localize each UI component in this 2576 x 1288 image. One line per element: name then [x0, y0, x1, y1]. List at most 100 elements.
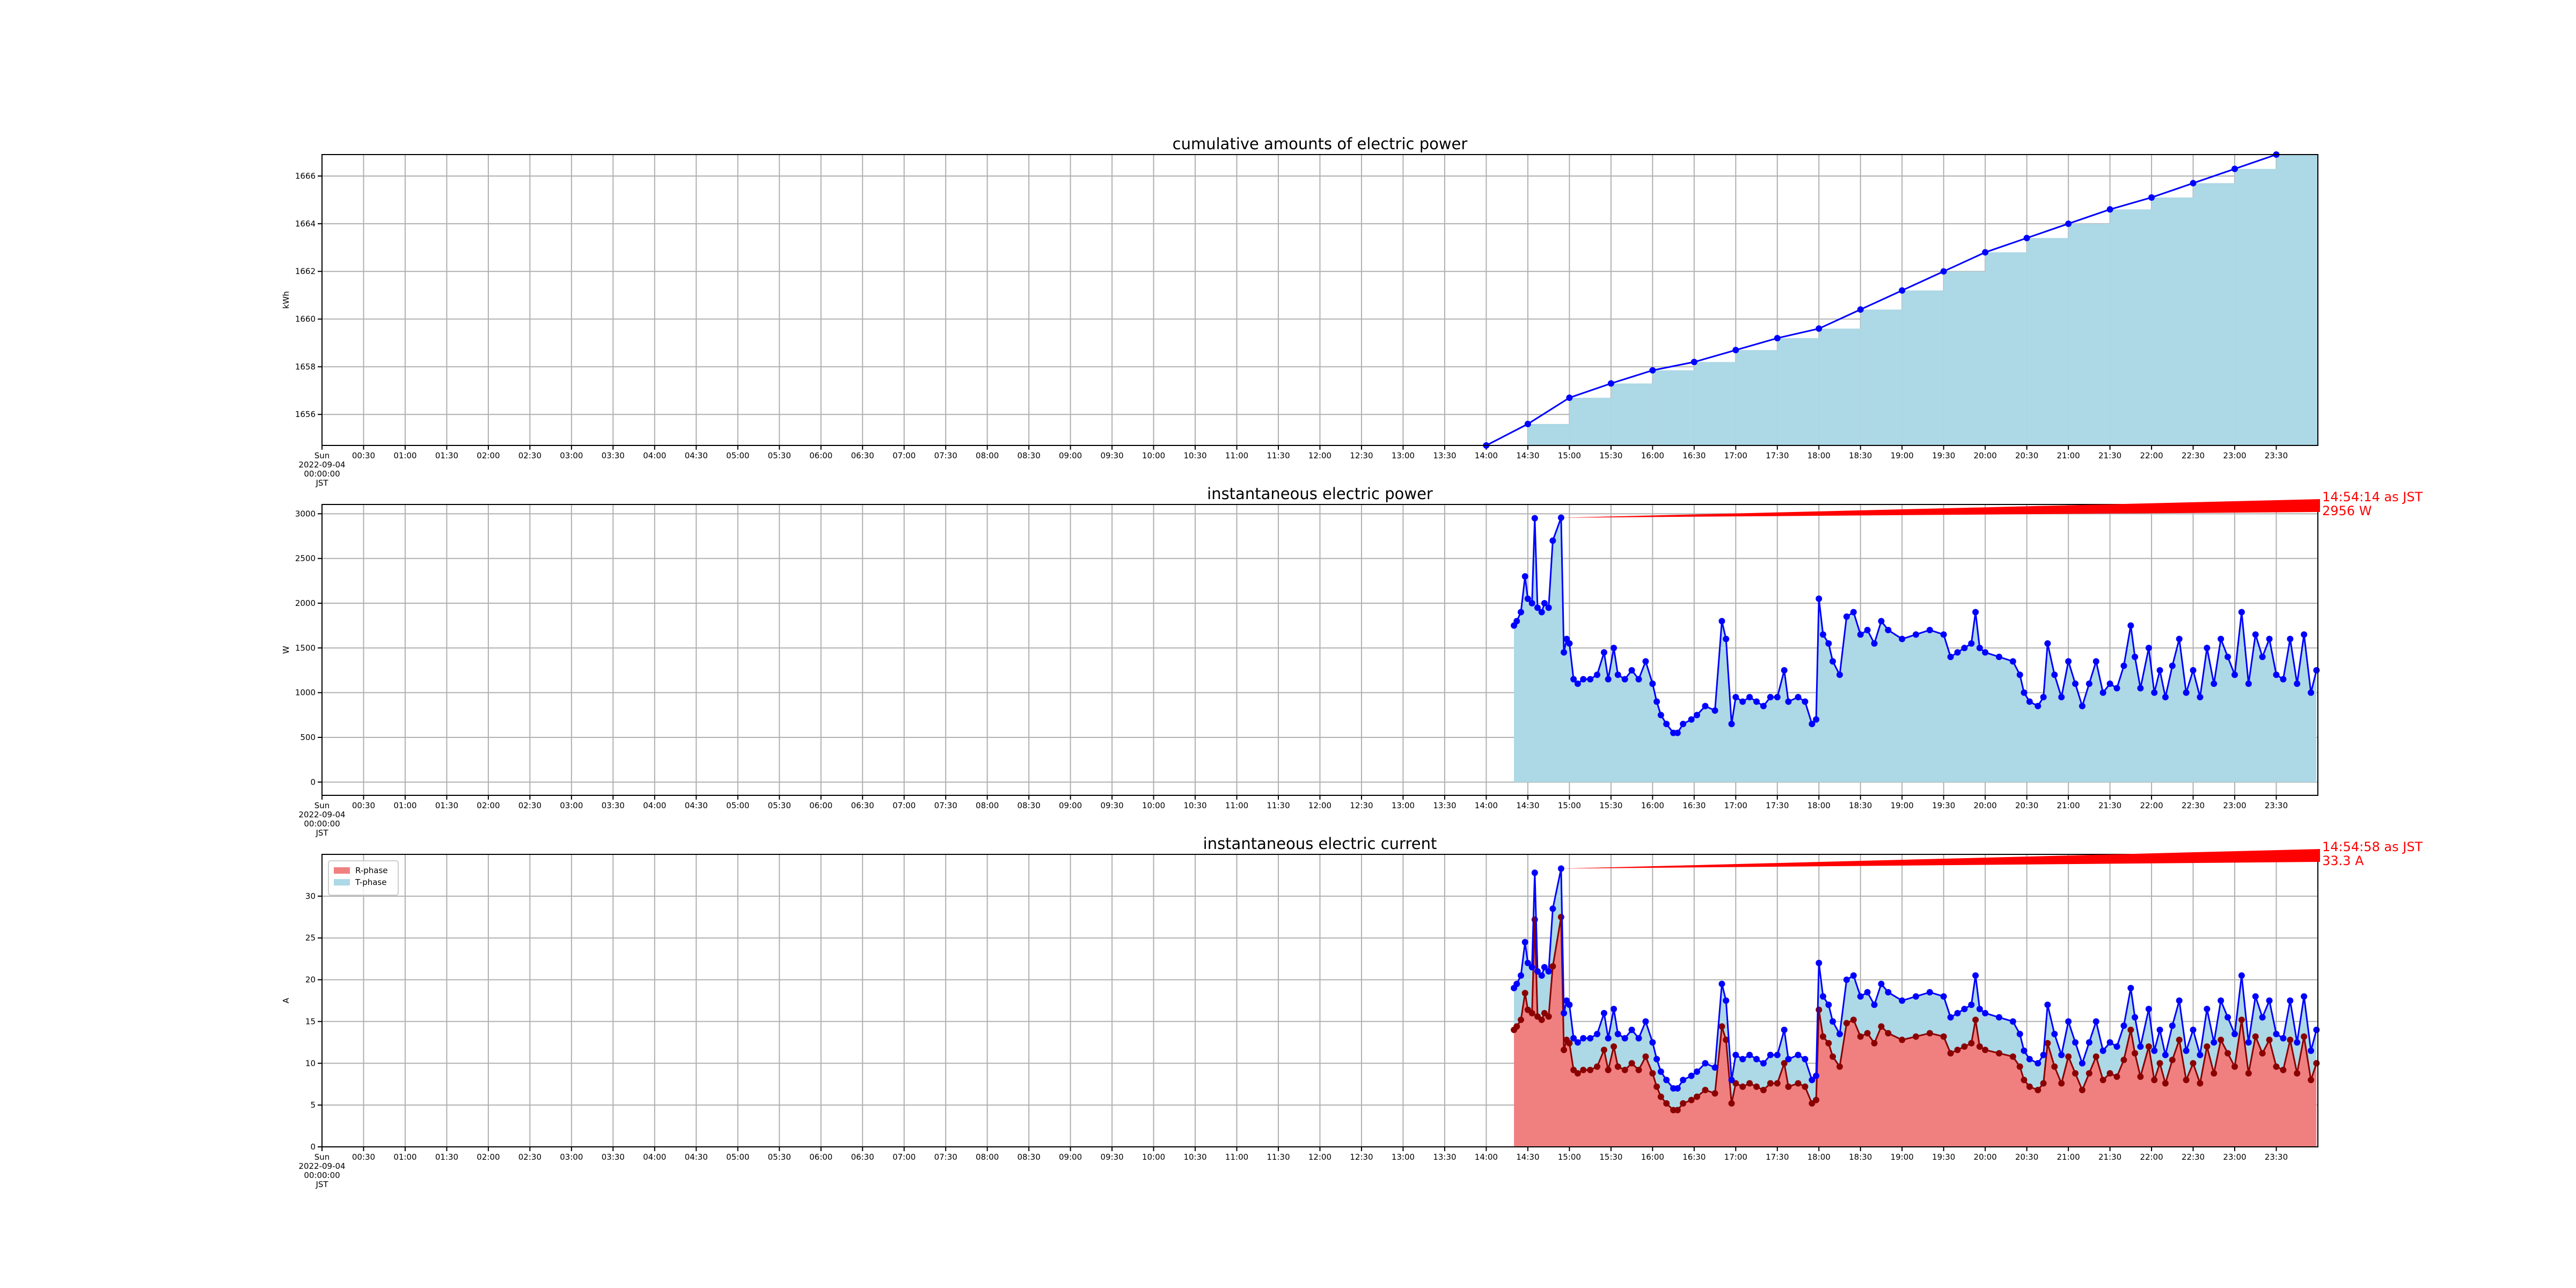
step-bar — [2276, 155, 2318, 445]
x-tick-label: 07:00 — [892, 1152, 916, 1162]
x-tick-label: 02:30 — [518, 1152, 541, 1162]
marker — [1982, 1009, 1989, 1016]
marker — [1528, 1009, 1535, 1016]
x-tick-label: 17:00 — [1724, 1152, 1747, 1162]
marker — [1913, 993, 1920, 1000]
axes-frame — [321, 854, 2318, 1147]
marker — [1753, 1083, 1760, 1090]
marker — [2065, 1053, 2072, 1060]
x-tick-label: 09:30 — [1100, 1152, 1123, 1162]
x-tick-label: 15:30 — [1599, 801, 1622, 810]
x-tick-label-line: JST — [315, 478, 328, 488]
marker — [1739, 698, 1746, 705]
x-tick-label: 10:00 — [1142, 801, 1165, 810]
marker — [1802, 1056, 1809, 1063]
marker — [1674, 1085, 1681, 1092]
marker — [2313, 1060, 2320, 1067]
marker — [2294, 680, 2301, 687]
x-tick-label: 03:30 — [602, 1152, 625, 1162]
marker — [1913, 631, 1920, 638]
step-bar — [2026, 238, 2069, 445]
step-bar — [1860, 309, 1902, 445]
marker — [2145, 1006, 2152, 1013]
marker — [1513, 980, 1520, 987]
x-tick-label: 05:30 — [768, 801, 791, 810]
marker — [1545, 604, 1552, 611]
x-tick-label: 12:00 — [1308, 1152, 1331, 1162]
chart-title: cumulative amounts of electric power — [1173, 135, 1468, 153]
marker — [1541, 600, 1548, 606]
marker — [2106, 680, 2113, 687]
marker — [1947, 1014, 1954, 1021]
marker — [2145, 645, 2152, 652]
marker — [1809, 721, 1816, 727]
marker — [2113, 1073, 2120, 1080]
marker — [2211, 680, 2218, 687]
marker — [1538, 972, 1545, 979]
marker — [1653, 1083, 1660, 1090]
marker — [2132, 1050, 2139, 1057]
marker — [1825, 1001, 1832, 1008]
marker — [1816, 595, 1823, 602]
marker — [2266, 997, 2273, 1004]
x-tick-label: 03:30 — [602, 801, 625, 810]
marker — [1813, 716, 1820, 723]
marker — [2021, 689, 2028, 696]
marker — [1521, 990, 1528, 997]
step-bar — [1902, 290, 1944, 445]
marker — [1614, 671, 1621, 678]
x-tick-label: 19:30 — [1932, 1152, 1955, 1162]
x-tick-label: 06:30 — [851, 1152, 874, 1162]
marker — [2137, 1073, 2144, 1080]
marker — [1899, 997, 1906, 1004]
x-tick-label-line: 00:00:00 — [304, 469, 340, 479]
marker — [2085, 1070, 2092, 1077]
marker — [1557, 913, 1564, 920]
marker — [1961, 645, 1968, 652]
marker — [2231, 1030, 2238, 1037]
marker — [1774, 1051, 1781, 1058]
y-tick-label: 1000 — [295, 688, 316, 698]
marker — [1657, 1093, 1664, 1100]
marker — [2238, 972, 2245, 979]
x-tick-label: 10:30 — [1183, 1152, 1206, 1162]
marker — [1635, 1066, 1642, 1073]
chart-title: instantaneous electric power — [1207, 485, 1433, 503]
x-tick-label: 01:30 — [435, 1152, 458, 1162]
x-tick-label: 20:30 — [2015, 1152, 2038, 1162]
marker — [2026, 1083, 2033, 1090]
marker — [1728, 721, 1735, 727]
marker — [1885, 627, 1892, 633]
marker — [1976, 645, 1983, 652]
marker — [1819, 1033, 1826, 1040]
marker — [1746, 1080, 1753, 1087]
x-tick-label: 17:30 — [1766, 801, 1789, 810]
marker — [2151, 1077, 2158, 1084]
marker — [2197, 694, 2204, 700]
x-tick-label: 21:30 — [2098, 451, 2121, 460]
marker — [2156, 1027, 2163, 1033]
marker — [2313, 667, 2320, 674]
marker — [2035, 702, 2041, 709]
marker — [1528, 600, 1535, 606]
x-tick-label: 13:00 — [1392, 451, 1415, 460]
marker — [1635, 1035, 1642, 1042]
marker — [2287, 1036, 2294, 1043]
marker — [1864, 1030, 1871, 1037]
marker — [2231, 671, 2238, 678]
marker — [1524, 595, 1531, 602]
marker — [2051, 1063, 2058, 1070]
marker — [1621, 676, 1628, 683]
marker — [2127, 985, 2134, 992]
marker — [1926, 1030, 1933, 1037]
marker — [2021, 1077, 2028, 1084]
x-tick-label: 19:30 — [1932, 451, 1955, 460]
marker — [1972, 609, 1979, 616]
marker — [1767, 694, 1774, 700]
step-bar — [1652, 370, 1694, 445]
annotation-arrow — [1561, 499, 2320, 518]
x-tick-label: 12:30 — [1350, 1152, 1373, 1162]
x-tick-label: 16:30 — [1682, 801, 1706, 810]
marker — [1680, 1100, 1687, 1107]
marker — [1680, 1077, 1687, 1084]
